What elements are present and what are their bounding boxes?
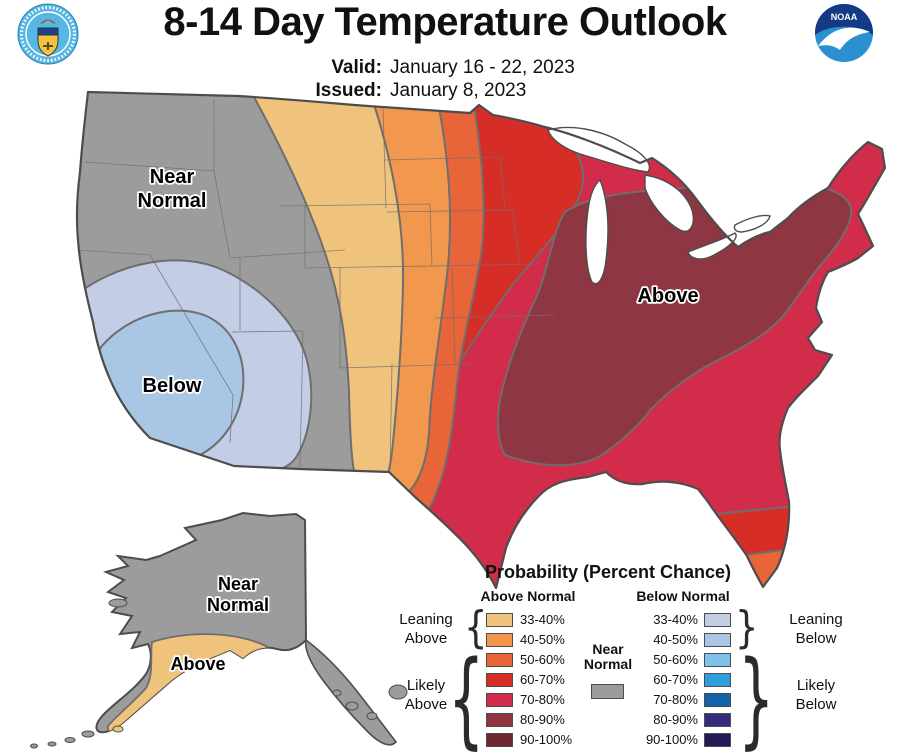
legend-swatch-above-50-60	[486, 653, 513, 667]
noaa-logo: NOAA	[814, 2, 874, 67]
probability-legend: Probability (Percent Chance) Above Norma…	[388, 558, 878, 754]
alaska-near-normal-region	[95, 511, 308, 734]
legend-swatch-near-normal	[591, 684, 624, 699]
brace-likely-above: {	[448, 638, 485, 754]
seal-ring-text	[20, 6, 76, 62]
conus-outline	[75, 90, 887, 590]
legend-swatch-above-80-90	[486, 713, 513, 727]
legend-range-below-80-90: 80-90%	[653, 712, 698, 727]
legend-range-above-50-60: 50-60%	[520, 652, 565, 667]
legend-group-leaning-below: Leaning Below	[789, 611, 843, 647]
alaska-inset	[30, 511, 408, 749]
legend-swatch-above-60-70	[486, 673, 513, 687]
lake-huron	[644, 174, 694, 232]
issued-label: Issued:	[315, 80, 382, 101]
brace-leaning-below: }	[735, 601, 759, 653]
legend-swatch-below-80-90	[704, 713, 731, 727]
legend-range-above-40-50: 40-50%	[520, 632, 565, 647]
legend-group-leaning-above: Leaning Above	[399, 611, 453, 647]
date-block: Valid: January 16 - 22, 2023 Issued: Jan…	[254, 56, 654, 102]
label-alaska-normal: Normal	[207, 595, 269, 615]
noaa-bird-icon	[818, 27, 870, 50]
lake-michigan	[585, 178, 609, 285]
legend-range-above-60-70: 60-70%	[520, 672, 565, 687]
legend-swatch-below-50-60	[704, 653, 731, 667]
legend-below-header: Below Normal	[636, 588, 730, 604]
legend-swatch-below-40-50	[704, 633, 731, 647]
legend-group-likely-below: Likely Below	[795, 677, 837, 713]
legend-title: Probability (Percent Chance)	[484, 562, 732, 582]
label-conus-above: Above	[637, 285, 698, 307]
legend-swatch-above-40-50	[486, 633, 513, 647]
issued-value: January 8, 2023	[390, 80, 527, 101]
legend-range-above-70-80: 70-80%	[520, 692, 565, 707]
legend-range-above-90-100: 90-100%	[520, 732, 573, 747]
legend-range-above-80-90: 80-90%	[520, 712, 565, 727]
legend-near-normal-label: Near Normal	[583, 641, 633, 672]
lake-superior	[547, 126, 651, 173]
legend-swatch-above-90-100	[486, 733, 513, 747]
legend-swatch-below-60-70	[704, 673, 731, 687]
lake-erie	[687, 232, 737, 260]
seal-eagle	[40, 19, 56, 24]
legend-group-likely-above: Likely Above	[404, 677, 448, 713]
valid-label: Valid:	[331, 57, 382, 78]
brace-leaning-above: {	[464, 601, 488, 653]
legend-range-below-33-40: 33-40%	[653, 612, 698, 627]
label-alaska-near: Near	[218, 574, 258, 594]
legend-range-above-33-40: 33-40%	[520, 612, 565, 627]
legend-swatch-below-33-40	[704, 613, 731, 627]
legend-swatch-above-33-40	[486, 613, 513, 627]
label-alaska-above: Above	[170, 654, 225, 674]
legend-range-below-40-50: 40-50%	[653, 632, 698, 647]
lake-ontario	[733, 214, 771, 233]
legend-swatch-below-70-80	[704, 693, 731, 707]
state-boundaries	[77, 100, 556, 471]
legend-range-below-90-100: 90-100%	[645, 732, 698, 747]
legend-swatch-below-90-100	[704, 733, 731, 747]
legend-swatch-above-70-80	[486, 693, 513, 707]
map-labels: Near Normal Below Above Near Normal Abov…	[136, 164, 701, 676]
legend-range-below-60-70: 60-70%	[653, 672, 698, 687]
legend-range-below-50-60: 50-60%	[653, 652, 698, 667]
label-conus-below: Below	[143, 375, 202, 397]
label-conus-normal: Normal	[138, 190, 207, 212]
alaska-islands	[30, 598, 408, 749]
brace-likely-below: }	[738, 638, 775, 754]
great-lakes	[547, 126, 771, 285]
label-conus-near: Near	[150, 166, 195, 188]
valid-value: January 16 - 22, 2023	[390, 57, 575, 78]
legend-above-header: Above Normal	[480, 588, 576, 604]
legend-range-below-70-80: 70-80%	[653, 692, 698, 707]
page-title: 8-14 Day Temperature Outlook	[163, 0, 727, 44]
commerce-seal	[16, 2, 80, 71]
noaa-logo-text: NOAA	[831, 12, 858, 22]
